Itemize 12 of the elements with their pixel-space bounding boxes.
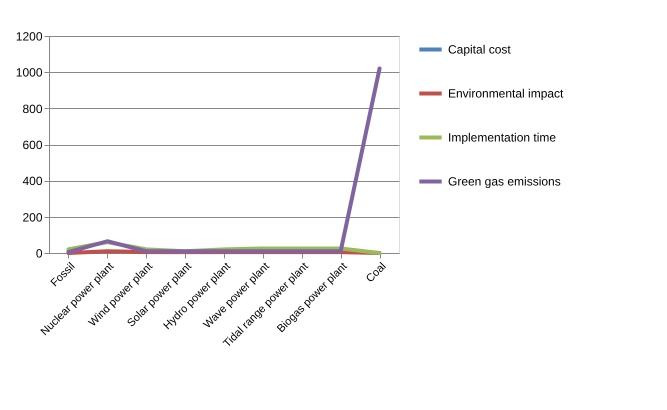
legend-label: Implementation time <box>448 130 556 144</box>
y-tick-label: 400 <box>22 174 43 188</box>
legend-label: Environmental impact <box>448 86 564 100</box>
y-tick-label: 1200 <box>16 30 43 44</box>
y-tick-label: 600 <box>22 138 43 152</box>
y-tick-label: 0 <box>36 246 43 260</box>
legend-label: Green gas emissions <box>448 174 561 188</box>
legend-label: Capital cost <box>448 42 512 56</box>
line-series <box>66 66 382 254</box>
y-tick-label: 200 <box>22 210 43 224</box>
y-tick-label: 800 <box>22 102 43 116</box>
y-tick-label: 1000 <box>16 66 43 80</box>
